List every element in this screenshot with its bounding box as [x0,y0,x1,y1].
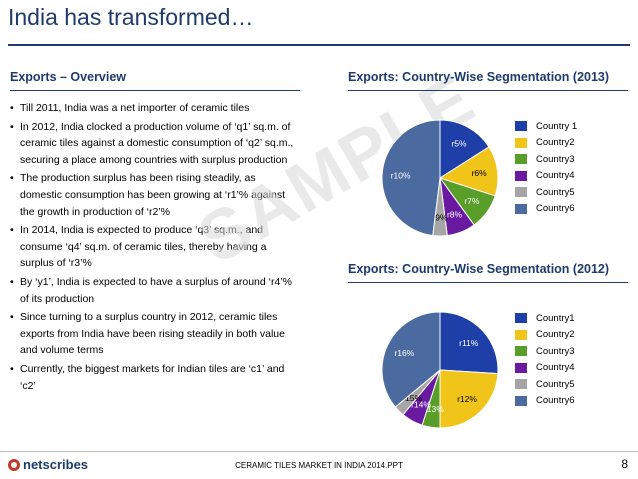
logo-text: netscribes [23,457,89,472]
chart-2012-divider [348,282,628,283]
pie-slice-6 [381,311,441,408]
page-title: India has transformed… [8,4,254,30]
pie-slice-label-5: r9% [432,212,448,222]
pie-slice-label-6: r10% [391,171,411,181]
pie-slice-2 [438,146,499,197]
legend-item: Country4 [515,360,575,377]
netscribes-logo: netscribes [8,457,88,472]
exports-overview-heading: Exports – Overview [10,70,127,84]
pie-slice-1 [439,311,499,375]
legend-label: Country2 [536,329,575,341]
logo-icon [8,458,20,471]
exports-overview-divider [10,90,300,91]
pie-chart-2012: r11% r12% r13%r14%r15% r16% [381,311,499,429]
pie-slice-label-1: r11% [459,338,479,348]
legend-item: Country3 [515,151,577,168]
page-number: 8 [621,457,628,471]
legend-label: Country 1 [536,120,578,132]
legend-item: Country5 [515,184,577,201]
legend-swatch [515,395,527,406]
legend-item: Country1 [515,310,575,327]
legend-swatch [515,170,527,181]
legend-label: Country4 [536,362,575,374]
legend-swatch [515,121,527,132]
legend-item: Country3 [515,343,575,360]
legend-swatch [515,362,527,373]
chart-2013-divider [348,90,628,91]
legend-label: Country1 [536,312,575,324]
pie-slice-label-6: r16% [394,348,414,358]
bullet-item: In 2012, India clocked a production volu… [10,119,300,169]
legend-swatch [515,346,527,357]
pie-slice-label-5: r15% [402,393,422,403]
legend-label: Country5 [536,378,575,390]
legend-swatch [515,313,527,324]
bullet-item: In 2014, India is expected to produce ‘q… [10,222,300,272]
legend-item: Country2 [515,327,575,344]
footer-text: CERAMIC TILES MARKET IN INDIA 2014.PPT [235,461,403,470]
legend-2013: Country 1 Country2 Country3 Country4 Country… [515,118,577,217]
legend-swatch [515,203,527,214]
legend-swatch [515,137,527,148]
pie-slice-label-4: r14% [411,400,431,410]
legend-item: Country4 [515,168,577,185]
legend-label: Country5 [536,186,575,198]
chart-2013-title: Exports: Country-Wise Segmentation (2013… [348,70,610,84]
title-divider [8,44,630,46]
pie-slice-label-2: r6% [472,168,488,178]
bullet-item: Since turning to a surplus country in 20… [10,309,300,359]
legend-swatch [515,379,527,390]
legend-item: Country2 [515,135,577,152]
pie-slice-6 [381,119,441,237]
pie-slice-label-1: r5% [451,138,467,148]
legend-swatch [515,187,527,198]
legend-label: Country3 [536,345,575,357]
pie-slice-label-4: r8% [447,210,463,220]
pie-slice-label-3: r13% [424,404,444,414]
legend-item: Country6 [515,393,575,410]
bullet-list: Till 2011, India was a net importer of c… [10,100,300,396]
pie-slice-label-2: r12% [457,394,477,404]
legend-label: Country3 [536,153,575,165]
legend-label: Country6 [536,395,575,407]
bullet-item: By ‘y1’, India is expected to have a sur… [10,274,300,307]
legend-label: Country4 [536,170,575,182]
pie-chart-2013: r5% r6% r7%r8%r9% r10% [381,119,499,237]
pie-slice-label-3: r7% [464,196,480,206]
bullet-item: The production surplus has been rising s… [10,170,300,220]
legend-label: Country6 [536,203,575,215]
chart-2012-title: Exports: Country-Wise Segmentation (2012… [348,262,610,276]
legend-label: Country2 [536,137,575,149]
bullet-item: Currently, the biggest markets for India… [10,361,300,394]
legend-swatch [515,154,527,165]
legend-2012: Country1 Country2 Country3 Country4 Country5… [515,310,575,409]
bullet-item: Till 2011, India was a net importer of c… [10,100,300,117]
footer-divider [0,451,638,452]
legend-swatch [515,329,527,340]
legend-item: Country 1 [515,118,577,135]
pie-slice-2 [439,369,499,429]
pie-slice-1 [439,119,490,179]
legend-item: Country6 [515,201,577,218]
legend-item: Country5 [515,376,575,393]
